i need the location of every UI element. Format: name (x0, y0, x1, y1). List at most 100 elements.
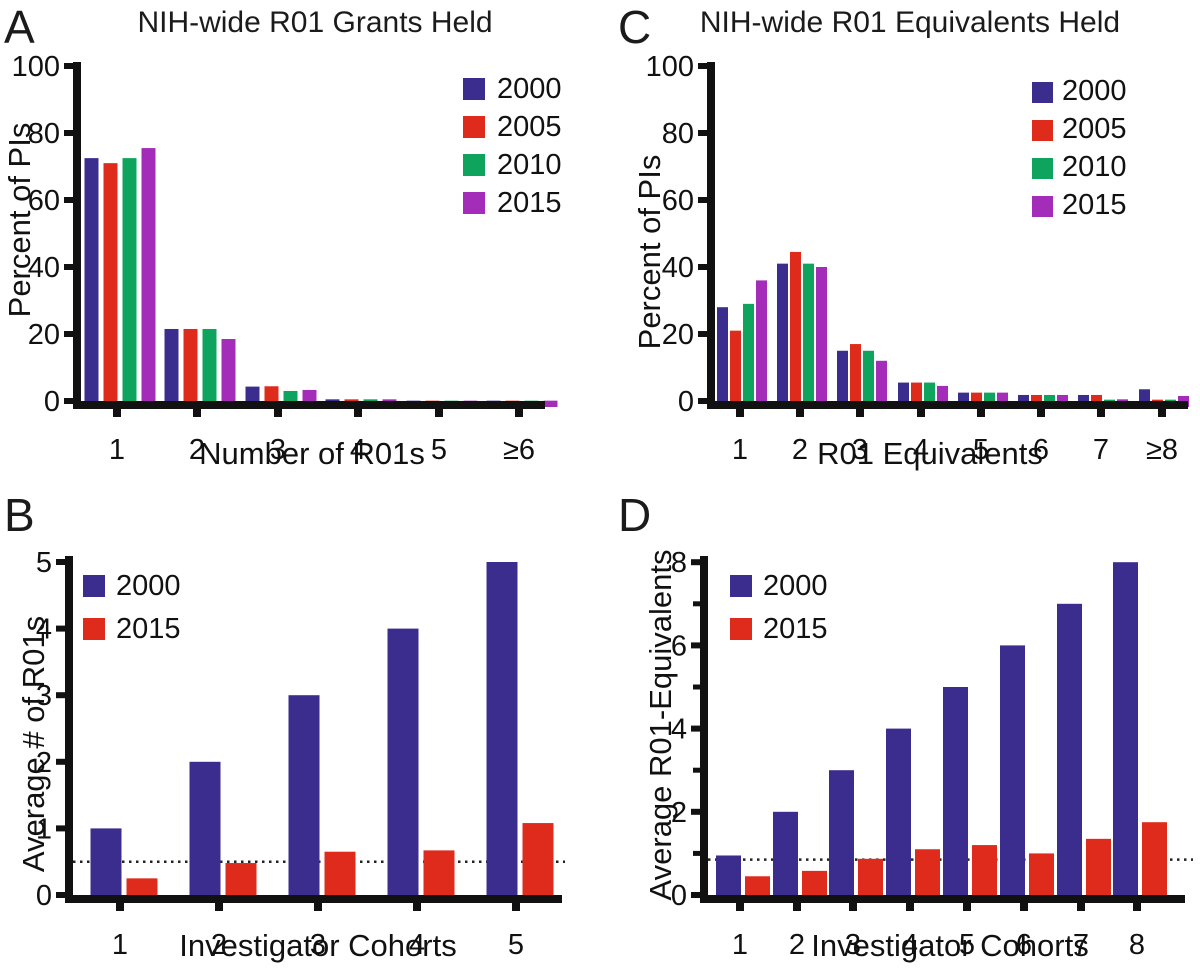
x-tick (906, 903, 914, 911)
x-tick-label: 5 (973, 434, 989, 466)
y-tick-label: 80 (662, 118, 694, 150)
x-axis (73, 401, 545, 409)
y-tick-label: 40 (662, 252, 694, 284)
bar-2015-1 (141, 148, 156, 407)
bar-2015-4 (915, 849, 940, 901)
legend-swatch-2000 (730, 575, 752, 597)
x-tick-label: 4 (902, 929, 918, 961)
legend-swatch-2000 (83, 575, 105, 597)
x-tick (1020, 903, 1028, 911)
panel-A: A NIH-wide R01 Grants Held 0 20 40 60 80 100 1… (0, 0, 600, 484)
legend-label-2000: 2000 (1062, 75, 1127, 107)
bar-2005-2 (183, 328, 198, 407)
y-tick (64, 197, 73, 203)
bar-2015-1 (756, 280, 767, 407)
bar-2000-1 (717, 307, 728, 407)
x-tick (849, 903, 857, 911)
y-tick-label: 0 (44, 386, 60, 418)
bar-2015-4 (937, 385, 948, 407)
y-tick (56, 559, 65, 565)
y-axis (700, 556, 708, 903)
x-tick-label: 3 (310, 929, 326, 961)
y-tick-label: 60 (662, 185, 694, 217)
x-tick (215, 903, 223, 911)
bar-2015-3 (876, 360, 887, 407)
x-tick-label: 2 (789, 929, 805, 961)
y-tick (56, 692, 65, 699)
y-axis (65, 556, 73, 903)
legend-label-2015: 2015 (116, 613, 181, 645)
x-tick (193, 409, 201, 417)
bar-2005-1 (730, 330, 741, 407)
x-tick-label: ≥8 (1146, 434, 1178, 466)
panel-letter-A: A (4, 1, 35, 53)
bar-2010-2 (202, 328, 217, 407)
y-axis (73, 62, 81, 409)
x-tick-label: 1 (109, 434, 125, 466)
x-tick (1077, 903, 1085, 911)
panel-C: C NIH-wide R01 Equivalents Held 0 20 40 60 8… (600, 0, 1200, 484)
x-tick-label: ≥6 (503, 434, 535, 466)
y-tick-label: 80 (28, 118, 60, 150)
y-tick-label: 100 (12, 51, 60, 83)
x-tick (1158, 409, 1166, 417)
y-tick (56, 825, 65, 832)
x-tick (856, 409, 864, 417)
y-tick-label: 100 (646, 51, 694, 83)
x-tick-label: 1 (112, 929, 128, 961)
x-tick-label: 3 (845, 929, 861, 961)
bar-2010-4 (924, 382, 935, 407)
bar-2005-2 (790, 251, 801, 407)
x-tick (435, 409, 443, 417)
legend-label-2010: 2010 (497, 149, 562, 181)
bar-2010-2 (803, 263, 814, 407)
legend-swatch-2010 (1032, 158, 1053, 179)
bar-2010-1 (743, 303, 754, 407)
legend-label-2015: 2015 (1062, 189, 1127, 221)
y-axis-label: Percent of PIs (632, 155, 667, 350)
bar-2005-5 (971, 392, 982, 407)
y-tick-label: 0 (678, 386, 694, 418)
y-tick (64, 398, 73, 404)
y-tick-label: 3 (36, 680, 52, 712)
x-tick-label: 8 (1129, 929, 1145, 961)
bar-2000-5 (943, 687, 968, 901)
x-tick-label: 5 (959, 929, 975, 961)
bar-2015-8 (1142, 822, 1167, 901)
y-tick-label: 8 (671, 547, 687, 579)
bar-2015-4 (423, 850, 455, 901)
y-tick (691, 725, 700, 732)
y-tick (64, 130, 73, 136)
chart-canvas-B: 0 1 2 3 4 5 1 2 3 4 5 Investigator Cohorts Average #… (16, 547, 565, 963)
bar-2000-4 (898, 382, 909, 407)
x-tick-label: 6 (1016, 929, 1032, 961)
chart-canvas-C: 0 20 40 60 80 100 1 2 3 4 5 6 7 ≥8 R01 Equivalents Perc… (632, 51, 1189, 471)
y-axis (707, 62, 715, 409)
y-tick (691, 642, 700, 649)
bar-2000-2 (777, 263, 788, 407)
bar-2000-2 (189, 761, 221, 901)
y-tick-label: 5 (36, 547, 52, 579)
bar-2010-1 (122, 158, 137, 407)
x-tick (354, 409, 362, 417)
chart-canvas-D: 0 2 4 6 8 1 2 3 4 5 6 7 8 Investigator Cohorts Average… (643, 547, 1193, 963)
bar-2005-4 (911, 382, 922, 407)
legend-label-2005: 2005 (497, 111, 562, 143)
y-tick (698, 331, 707, 337)
x-tick-label: 1 (732, 434, 748, 466)
bar-2015-5 (522, 823, 554, 901)
x-tick-label: 2 (189, 434, 205, 466)
bar-2000-3 (288, 695, 320, 901)
panel-letter-B: B (4, 489, 35, 541)
bar-2000-8 (1113, 562, 1138, 901)
panel-letter-C: C (618, 1, 652, 53)
x-tick-label: 5 (508, 929, 524, 961)
x-tick (512, 903, 520, 911)
x-tick (515, 409, 523, 417)
chart-title-C: NIH-wide R01 Equivalents Held (699, 6, 1121, 39)
bar-2000-3 (829, 770, 854, 901)
x-tick (274, 409, 282, 417)
bar-2000-3 (837, 350, 848, 407)
x-tick (796, 409, 804, 417)
